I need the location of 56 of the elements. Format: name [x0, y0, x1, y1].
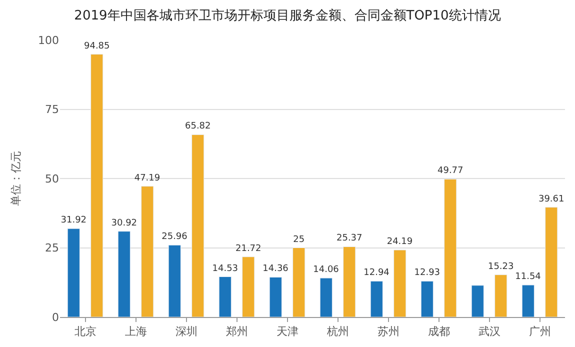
- x-tick-label: 深圳: [175, 325, 198, 338]
- bar: [420, 280, 434, 317]
- bar: [545, 207, 558, 317]
- data-label: 47.19: [134, 173, 160, 184]
- y-tick-label: 100: [38, 34, 59, 47]
- x-tick-label: 杭州: [326, 325, 349, 338]
- data-label: 30.92: [111, 218, 138, 228]
- data-label: 11.54: [515, 272, 542, 282]
- y-tick-label: 25: [45, 242, 59, 255]
- data-label: 14.06: [313, 265, 340, 276]
- bar: [494, 274, 508, 317]
- x-tick-label: 天津: [276, 325, 298, 338]
- chart-title: 2019年中国各城市环卫市场开标项目服务金额、合同金额TOP10统计情况: [74, 8, 501, 24]
- bar: [192, 134, 204, 317]
- bar: [471, 285, 484, 317]
- x-tick-label: 上海: [124, 325, 147, 338]
- data-label: 14.36: [262, 264, 289, 274]
- data-label: 24.19: [386, 236, 413, 247]
- x-tick-label: 苏州: [377, 325, 400, 338]
- bar: [168, 244, 181, 317]
- x-tick-label: 郑州: [226, 325, 248, 338]
- x-tick-label: 北京: [74, 325, 96, 338]
- data-label: 12.94: [364, 268, 390, 278]
- bar: [522, 284, 534, 317]
- data-label: 25.96: [162, 232, 188, 242]
- x-tick-label: 武汉: [478, 325, 500, 338]
- bar: [343, 246, 356, 317]
- bar: [242, 256, 255, 317]
- bar: [141, 186, 154, 317]
- bar: [118, 231, 130, 317]
- data-label: 31.92: [60, 216, 87, 226]
- bar: [269, 276, 282, 317]
- bar: [90, 54, 104, 317]
- bar: [67, 228, 80, 317]
- data-label: 65.82: [184, 122, 211, 132]
- bar: [394, 250, 406, 317]
- x-tick-label: 广州: [528, 325, 551, 338]
- bar: [320, 278, 332, 317]
- data-label: 94.85: [84, 41, 110, 52]
- data-label: 12.93: [414, 268, 440, 278]
- bar: [370, 280, 383, 317]
- y-tick-label: 50: [45, 172, 59, 186]
- data-label: 15.23: [488, 262, 514, 272]
- data-label: 25: [293, 234, 305, 245]
- data-label: 25.37: [336, 234, 362, 244]
- bar: [292, 248, 306, 317]
- data-label: 39.61: [538, 194, 564, 204]
- x-tick-label: 成都: [428, 325, 450, 338]
- bar: [218, 276, 232, 317]
- data-label: 21.72: [235, 244, 262, 254]
- y-tick-label: 0: [52, 310, 59, 324]
- data-label: 14.53: [212, 264, 238, 274]
- y-axis-title: 单位：亿元: [10, 151, 23, 206]
- data-label: 49.77: [437, 166, 464, 176]
- bar: [444, 178, 457, 317]
- y-tick-label: 75: [45, 103, 59, 116]
